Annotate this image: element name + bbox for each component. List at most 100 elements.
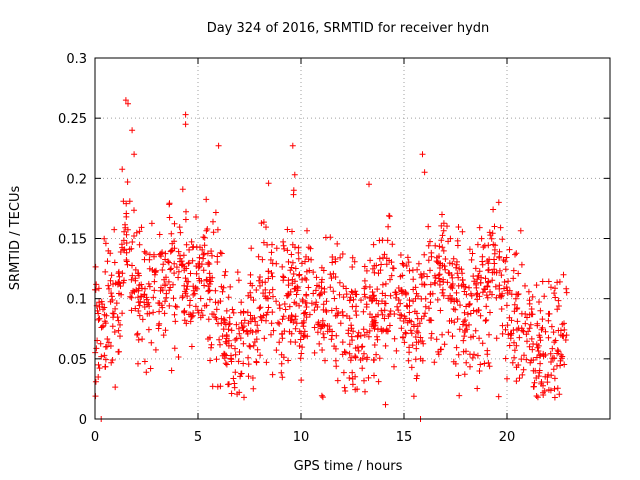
data-point — [427, 281, 434, 288]
data-point — [322, 307, 329, 314]
data-point — [102, 356, 109, 363]
data-point — [412, 334, 419, 340]
data-point — [339, 339, 346, 346]
data-point — [520, 366, 527, 373]
data-point — [321, 289, 328, 295]
data-point — [115, 317, 122, 324]
data-point — [450, 255, 457, 262]
data-point — [504, 290, 511, 296]
data-point — [136, 228, 143, 235]
data-point — [502, 326, 509, 333]
data-point — [491, 250, 498, 257]
data-point — [181, 309, 188, 316]
data-point — [289, 241, 296, 248]
data-point — [533, 393, 540, 399]
data-point — [219, 288, 226, 295]
data-point — [511, 354, 518, 361]
data-point — [106, 285, 112, 292]
data-point — [144, 310, 151, 317]
data-point — [339, 251, 346, 257]
data-point — [542, 328, 549, 335]
data-point — [282, 306, 289, 313]
data-point — [236, 349, 243, 355]
data-point — [215, 299, 222, 306]
data-point — [504, 322, 511, 329]
data-point — [172, 318, 179, 325]
data-point — [425, 242, 432, 249]
data-point — [427, 299, 434, 306]
data-point — [303, 268, 310, 275]
data-point — [334, 377, 341, 384]
data-point — [305, 284, 312, 291]
data-point — [197, 314, 204, 321]
data-point — [484, 347, 491, 354]
data-point — [340, 369, 347, 376]
data-point — [518, 261, 525, 268]
y-tick-label: 0.1 — [66, 293, 87, 308]
data-point — [537, 337, 544, 344]
data-point — [112, 305, 119, 312]
data-point — [352, 345, 359, 352]
data-point — [95, 361, 102, 368]
data-point — [454, 258, 460, 265]
data-point — [467, 310, 474, 317]
data-point — [445, 269, 452, 276]
data-point — [319, 394, 326, 401]
data-point — [280, 238, 287, 245]
data-point — [438, 346, 445, 353]
data-point — [363, 301, 370, 308]
data-point — [255, 253, 262, 260]
data-point — [474, 241, 481, 248]
data-point — [288, 251, 295, 258]
data-point — [273, 245, 280, 252]
data-point — [115, 327, 122, 334]
data-point — [464, 311, 471, 318]
data-point — [504, 375, 510, 382]
data-point — [369, 265, 376, 272]
data-point — [229, 306, 236, 313]
data-point — [355, 347, 362, 354]
data-point — [477, 312, 484, 319]
data-point — [292, 285, 298, 292]
data-point — [262, 279, 269, 286]
data-point — [189, 257, 196, 264]
data-point — [509, 359, 516, 366]
data-point — [199, 246, 206, 253]
data-point — [247, 327, 254, 334]
data-point — [339, 351, 346, 358]
data-point — [474, 385, 481, 392]
data-point — [228, 390, 235, 397]
data-point — [461, 318, 467, 325]
data-point — [512, 251, 518, 258]
data-point — [383, 255, 390, 262]
data-point — [502, 355, 509, 362]
data-point — [371, 372, 377, 379]
data-point — [126, 246, 133, 253]
data-point — [251, 314, 258, 321]
data-point — [182, 275, 189, 282]
data-point — [375, 270, 382, 277]
data-point — [515, 362, 522, 368]
data-point — [477, 361, 484, 368]
data-point — [500, 257, 507, 263]
data-point — [530, 367, 537, 374]
data-point — [436, 271, 443, 278]
data-point — [109, 323, 116, 330]
data-point — [160, 332, 167, 339]
data-point — [522, 282, 528, 289]
data-point — [105, 339, 112, 346]
data-point — [561, 326, 568, 333]
data-point — [436, 243, 443, 250]
data-point — [448, 282, 455, 289]
data-point — [474, 352, 481, 359]
data-point — [226, 314, 233, 321]
data-point — [365, 374, 372, 381]
data-point — [332, 312, 339, 319]
data-point — [544, 379, 551, 386]
data-point — [214, 226, 221, 233]
axis-ticks — [94, 57, 610, 420]
data-point — [269, 241, 275, 248]
data-point — [391, 335, 398, 342]
data-point — [270, 327, 277, 334]
data-point — [226, 381, 232, 388]
